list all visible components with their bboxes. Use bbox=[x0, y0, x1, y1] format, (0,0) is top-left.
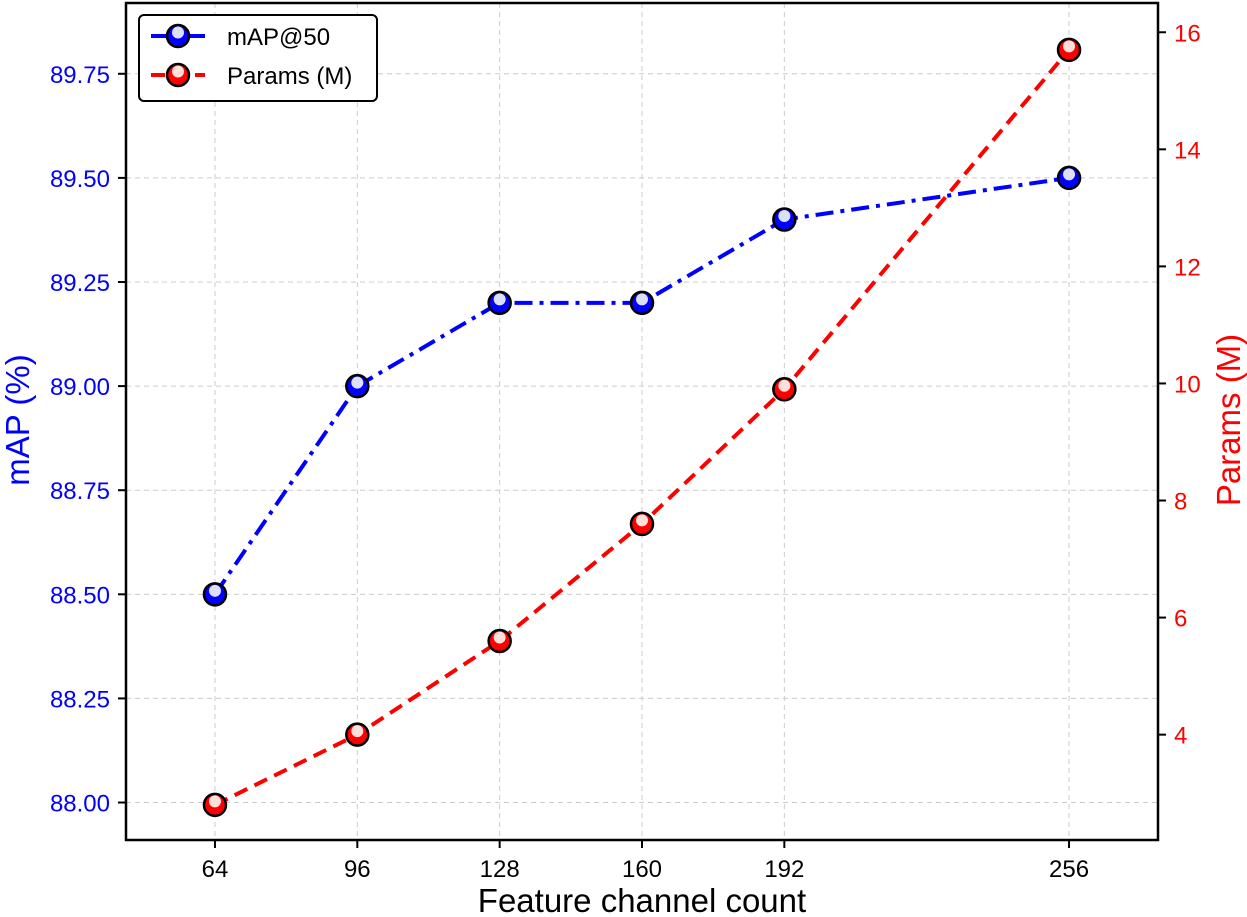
data-point-marker bbox=[772, 207, 797, 232]
data-point-marker bbox=[1056, 165, 1082, 191]
y-tick-label: 89.25 bbox=[50, 270, 110, 297]
data-point-marker bbox=[202, 582, 228, 607]
y2-tick-label: 8 bbox=[1174, 489, 1187, 516]
grid-lines bbox=[126, 3, 1158, 840]
x-tick-label: 192 bbox=[764, 856, 804, 883]
data-markers bbox=[202, 37, 1082, 818]
x-tick-label: 160 bbox=[622, 856, 662, 883]
y2-tick-label: 14 bbox=[1174, 137, 1201, 164]
data-point-marker bbox=[345, 722, 370, 747]
y-tick-label: 88.00 bbox=[50, 791, 110, 818]
marker-highlight bbox=[493, 293, 506, 306]
legend-marker-highlight bbox=[172, 26, 184, 39]
marker-highlight bbox=[636, 293, 648, 306]
marker-highlight bbox=[1063, 40, 1076, 53]
marker-highlight bbox=[493, 631, 506, 644]
series-line-map-50 bbox=[213, 175, 1070, 596]
y-axis-label: mAP (%) bbox=[0, 354, 36, 485]
y2-axis-label: Params (M) bbox=[1210, 334, 1247, 506]
marker-highlight bbox=[636, 514, 648, 527]
x-axis-ticks: 64 96 128 160 192 256 bbox=[202, 840, 1089, 883]
data-point-marker bbox=[202, 792, 228, 818]
marker-highlight bbox=[778, 379, 791, 392]
y-tick-label: 88.75 bbox=[50, 478, 110, 505]
marker-highlight bbox=[778, 210, 791, 223]
data-point-marker bbox=[487, 290, 512, 316]
marker-highlight bbox=[208, 584, 221, 597]
data-lines bbox=[213, 48, 1071, 807]
marker-highlight bbox=[208, 795, 221, 808]
y2-axis-ticks: 4 6 8 10 12 14 16 bbox=[1158, 20, 1201, 750]
marker-highlight bbox=[351, 376, 364, 389]
y-tick-label: 88.25 bbox=[50, 686, 110, 713]
data-point-marker bbox=[629, 290, 655, 316]
legend: mAP@50 Params (M) bbox=[138, 14, 378, 102]
x-tick-label: 128 bbox=[480, 856, 520, 883]
y-tick-label: 89.50 bbox=[50, 166, 110, 193]
data-point-marker bbox=[1056, 37, 1082, 63]
legend-label: mAP@50 bbox=[227, 24, 330, 51]
legend-label: Params (M) bbox=[227, 63, 352, 90]
x-tick-label: 256 bbox=[1049, 856, 1089, 883]
y-tick-label: 88.50 bbox=[50, 582, 110, 609]
y-axis-ticks: 88.00 88.25 88.50 88.75 89.00 89.25 89.50 89.75 bbox=[50, 62, 126, 818]
x-tick-label: 96 bbox=[344, 856, 371, 883]
y-tick-label: 89.75 bbox=[50, 62, 110, 89]
marker-highlight bbox=[1063, 168, 1076, 181]
data-point-marker bbox=[487, 628, 512, 654]
data-point-marker bbox=[345, 373, 370, 399]
legend-marker-highlight bbox=[172, 65, 184, 78]
data-point-marker bbox=[772, 377, 797, 402]
y2-tick-label: 6 bbox=[1174, 606, 1187, 633]
data-point-marker bbox=[629, 511, 655, 537]
marker-highlight bbox=[351, 725, 364, 738]
x-tick-label: 64 bbox=[202, 856, 229, 883]
y2-tick-label: 10 bbox=[1174, 371, 1201, 398]
y2-tick-label: 12 bbox=[1174, 254, 1201, 281]
x-axis-label: Feature channel count bbox=[478, 882, 806, 917]
y2-tick-label: 16 bbox=[1174, 20, 1201, 47]
y2-tick-label: 4 bbox=[1174, 723, 1187, 750]
series-line-params-m- bbox=[214, 48, 1071, 807]
y-tick-label: 89.00 bbox=[50, 374, 110, 401]
